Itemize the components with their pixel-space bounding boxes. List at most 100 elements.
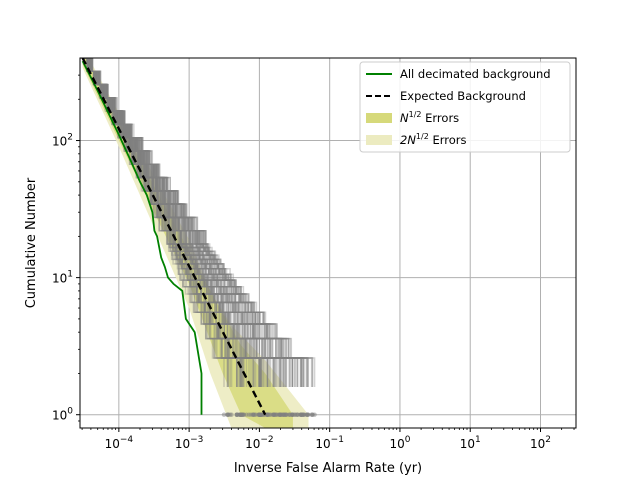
background-curve [82, 58, 294, 387]
error-bands [82, 58, 309, 428]
background-curve [82, 58, 277, 387]
y-axis-label: Cumulative Number [24, 177, 39, 308]
background-curve [83, 58, 275, 387]
background-curve [85, 58, 305, 387]
expected-background-line [81, 58, 267, 416]
background-curve [82, 58, 285, 387]
background-curve [82, 58, 310, 387]
background-curve [82, 58, 264, 387]
background-curve [82, 58, 238, 387]
background-endpoint [239, 412, 244, 417]
background-curve [82, 58, 269, 387]
background-curve [82, 58, 294, 387]
background-curve [83, 58, 272, 387]
background-endpoint [266, 412, 271, 417]
background-curve [83, 58, 302, 387]
background-curve [83, 58, 269, 387]
error-band-n [82, 58, 293, 428]
background-curve [83, 58, 280, 387]
background-curve [82, 58, 296, 387]
axis-ticks: 10−4 10−3 10−2 10−1 100 101 102 100 101 102 [52, 74, 575, 451]
error-band-2n [82, 58, 309, 428]
background-endpoint [257, 412, 262, 417]
background-curve [84, 58, 290, 387]
background-curve [82, 58, 269, 387]
background-curve [83, 58, 255, 387]
background-curve [82, 58, 242, 387]
background-curve [84, 58, 303, 387]
x-tick-label: 10−2 [245, 435, 274, 451]
background-curve [82, 58, 261, 387]
background-endpoint [310, 412, 315, 417]
background-curve [82, 58, 263, 387]
background-curve [84, 58, 296, 387]
background-endpoint [234, 412, 239, 417]
background-curve [84, 58, 238, 387]
background-endpoint [244, 412, 249, 417]
background-curve [84, 58, 265, 387]
legend-label: N1/2 Errors [400, 110, 459, 125]
background-curve [82, 58, 260, 387]
decimated-background-line [81, 60, 203, 415]
background-curve [84, 58, 305, 387]
background-curve [82, 58, 303, 387]
background-curve [82, 58, 268, 387]
background-curve [82, 58, 276, 387]
background-curve [84, 58, 304, 387]
background-curve [83, 58, 254, 387]
background-curve [82, 58, 309, 387]
background-curve [82, 58, 262, 387]
background-curve [82, 58, 275, 387]
y-tick-label: 101 [52, 270, 73, 286]
background-curve [85, 58, 243, 387]
background-curve [82, 58, 313, 387]
legend-swatch [366, 135, 392, 145]
background-curve [84, 58, 274, 387]
background-curve [83, 58, 261, 387]
background-curve [84, 58, 294, 387]
x-tick-label: 10−3 [175, 435, 204, 451]
background-curve [82, 58, 287, 387]
background-curve [82, 58, 305, 387]
background-curve [83, 58, 281, 387]
plot-frame [79, 57, 577, 429]
background-curve [82, 58, 261, 387]
background-curve [82, 58, 260, 387]
y-tick-label: 102 [52, 133, 73, 149]
legend-swatch [366, 113, 392, 123]
background-curve [82, 58, 266, 387]
background-curve [83, 58, 278, 387]
background-curve [84, 58, 238, 387]
background-curve [84, 58, 314, 387]
background-curve [82, 58, 316, 387]
background-curve [82, 58, 292, 387]
background-endpoint [290, 412, 295, 417]
background-curve [82, 58, 294, 387]
background-curve [82, 58, 299, 387]
y-tick-label: 100 [52, 407, 73, 423]
x-tick-label: 100 [389, 435, 410, 451]
background-curve [83, 58, 294, 387]
background-curve [85, 58, 271, 387]
x-tick-label: 102 [530, 435, 551, 451]
background-curve [82, 58, 308, 387]
background-curve [83, 58, 309, 387]
background-curve [82, 58, 270, 387]
background-endpoint [251, 412, 256, 417]
background-endpoint [295, 412, 300, 417]
background-curve [82, 58, 284, 387]
background-curve [85, 58, 225, 387]
background-curve [82, 58, 299, 387]
legend-label: All decimated background [400, 67, 551, 81]
legend: All decimated background Expected Backgro… [359, 61, 571, 153]
background-curve [82, 58, 291, 387]
background-endpoint [280, 412, 285, 417]
x-tick-label: 10−4 [105, 435, 134, 451]
background-endpoint [226, 412, 231, 417]
background-curve [83, 58, 282, 387]
background-curve [82, 58, 298, 387]
legend-label: Expected Background [400, 89, 526, 103]
background-curve [85, 58, 287, 387]
background-curve [85, 58, 302, 387]
